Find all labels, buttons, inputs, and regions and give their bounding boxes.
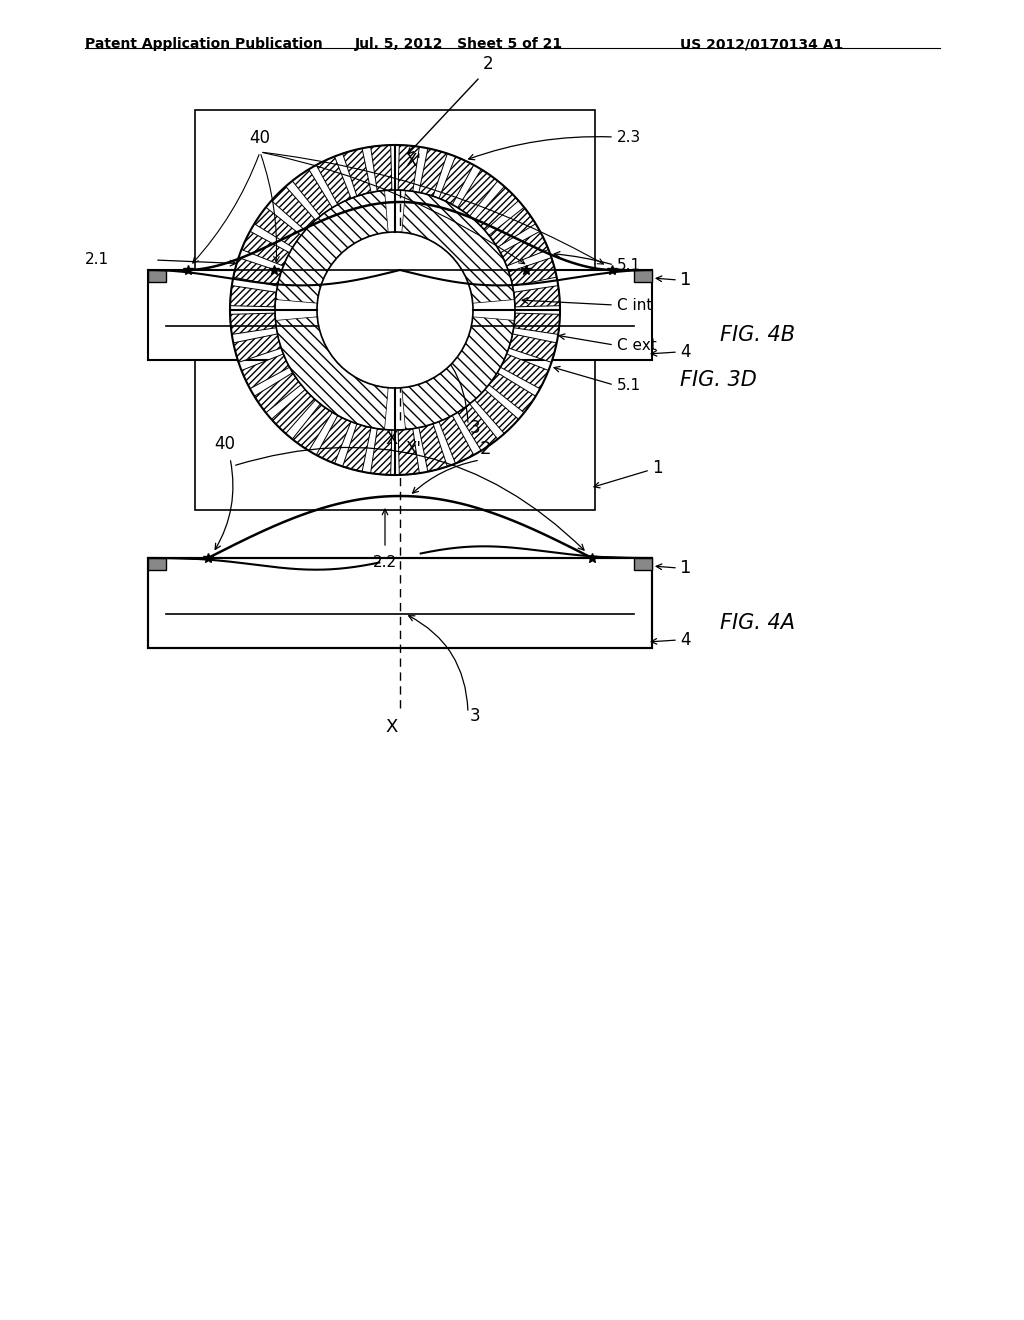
Wedge shape [401,190,514,304]
Wedge shape [233,257,282,286]
Text: 3: 3 [470,708,480,725]
Text: X: X [386,430,398,447]
Wedge shape [401,317,514,429]
Text: X': X' [406,440,421,458]
Text: 2: 2 [480,440,492,458]
Text: FIG. 3D: FIG. 3D [680,370,757,389]
Text: 2.1: 2.1 [85,252,110,268]
Text: 5.1: 5.1 [617,378,641,392]
Text: X: X [386,718,398,737]
Wedge shape [275,317,388,429]
Text: 4: 4 [680,343,690,360]
Wedge shape [371,429,392,475]
Wedge shape [371,145,392,191]
Wedge shape [233,334,282,363]
Wedge shape [439,416,474,463]
Text: 1: 1 [680,558,691,577]
Text: C int: C int [617,297,652,313]
Wedge shape [292,404,333,450]
Wedge shape [316,157,351,205]
Text: 4: 4 [680,631,690,649]
Wedge shape [514,285,560,306]
Bar [148,558,166,570]
Text: 3: 3 [470,418,480,437]
Wedge shape [501,354,549,388]
Wedge shape [343,148,371,197]
Wedge shape [398,429,420,475]
Wedge shape [439,157,474,205]
Wedge shape [509,257,557,286]
Wedge shape [271,389,315,433]
Wedge shape [501,231,549,267]
Bar [148,271,166,282]
Wedge shape [514,313,560,334]
Text: FIG. 4B: FIG. 4B [720,325,795,345]
Bar [148,271,652,360]
Wedge shape [242,231,290,267]
Wedge shape [254,372,301,413]
Text: 40: 40 [250,129,270,147]
Bar [148,558,652,648]
Text: US 2012/0170134 A1: US 2012/0170134 A1 [680,37,843,51]
Text: 1: 1 [680,271,691,289]
Wedge shape [474,389,518,433]
Text: 5.1: 5.1 [617,257,641,272]
Wedge shape [474,186,518,231]
Bar [148,558,652,648]
Circle shape [317,232,473,388]
Wedge shape [275,190,388,304]
Text: FIG. 4A: FIG. 4A [720,612,795,634]
Wedge shape [254,207,301,247]
Wedge shape [488,372,536,413]
Text: 2.3: 2.3 [617,129,641,144]
Text: X': X' [406,152,421,170]
Text: 2.2: 2.2 [373,554,397,570]
Text: Jul. 5, 2012   Sheet 5 of 21: Jul. 5, 2012 Sheet 5 of 21 [355,37,563,51]
Bar [634,558,652,570]
Wedge shape [343,424,371,471]
Wedge shape [458,169,498,216]
Wedge shape [271,186,315,231]
Bar [195,110,595,510]
Wedge shape [458,404,498,450]
Wedge shape [242,354,290,388]
Wedge shape [230,285,276,306]
Text: 1: 1 [652,459,663,477]
Bar [634,271,652,282]
Text: 40: 40 [214,436,236,453]
Wedge shape [230,313,276,334]
Text: C ext: C ext [617,338,656,352]
Wedge shape [398,145,420,191]
Text: Patent Application Publication: Patent Application Publication [85,37,323,51]
Wedge shape [419,424,447,471]
Wedge shape [419,148,447,197]
Text: 2: 2 [483,55,494,73]
Wedge shape [509,334,557,363]
Wedge shape [316,416,351,463]
Wedge shape [292,169,333,216]
Wedge shape [488,207,536,247]
